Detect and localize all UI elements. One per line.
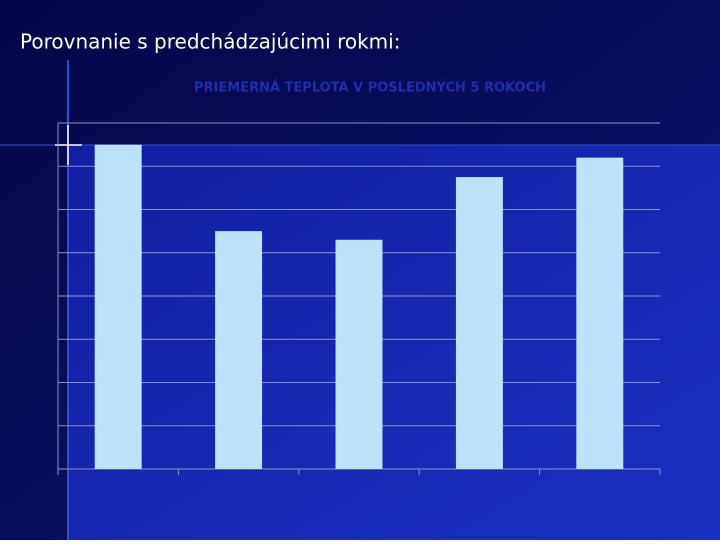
bar — [215, 231, 263, 469]
chart-title: PRIEMERNÁ TEPLOTA V POSLEDNÝCH 5 ROKOCH — [194, 80, 546, 96]
slide-title: Porovnanie s predchádzajúcimi rokmi: — [20, 30, 400, 54]
bar — [576, 157, 624, 469]
bar — [455, 177, 503, 469]
bar — [335, 239, 383, 469]
bar — [94, 144, 142, 469]
